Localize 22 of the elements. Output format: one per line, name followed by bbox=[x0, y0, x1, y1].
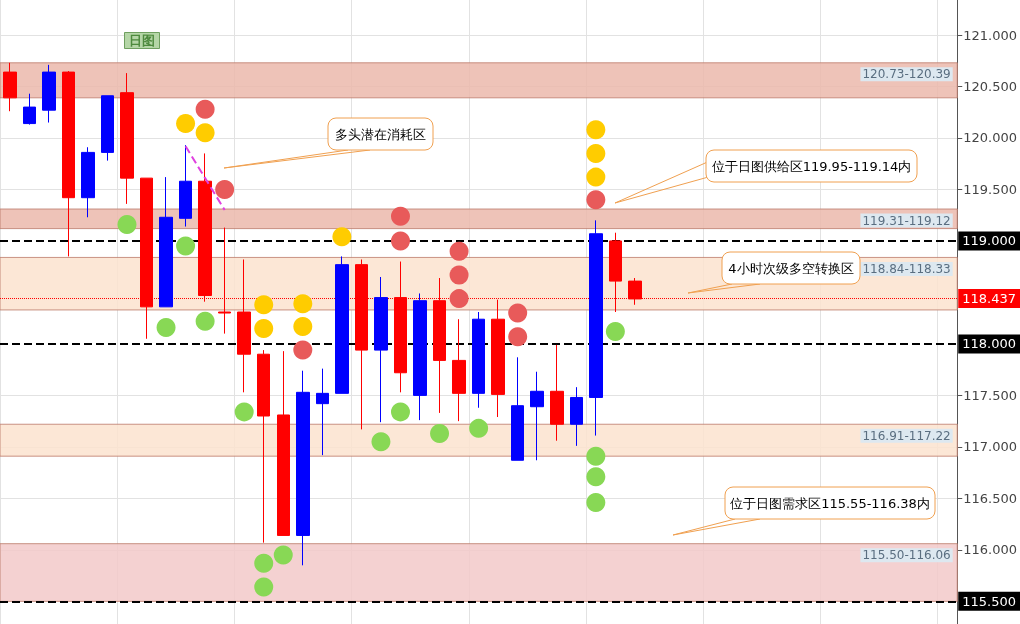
y-tick-label: 120.000 bbox=[963, 130, 1018, 146]
band-label: 115.50-116.06 bbox=[862, 548, 951, 563]
band-label: 120.73-120.39 bbox=[862, 67, 951, 82]
band-label: 119.31-119.12 bbox=[862, 213, 951, 228]
y-tick-label: 117.000 bbox=[963, 439, 1018, 455]
annotation: 位于日图供给区119.95-119.14内 bbox=[711, 158, 912, 174]
band-label: 116.91-117.22 bbox=[862, 428, 951, 443]
ref-line-label: 119.000 bbox=[962, 233, 1017, 249]
y-tick-label: 116.500 bbox=[963, 490, 1018, 506]
annotation: 位于日图需求区115.55-116.38内 bbox=[730, 495, 930, 511]
ref-line-label: 118.000 bbox=[962, 336, 1017, 352]
y-tick-label: 121.000 bbox=[963, 27, 1018, 43]
y-tick-label: 120.500 bbox=[963, 79, 1018, 94]
y-tick-label: 116.000 bbox=[963, 542, 1018, 558]
ref-line-label: 118.437 bbox=[962, 291, 1017, 307]
annotation: 多头潜在消耗区 bbox=[335, 126, 426, 142]
ref-line-label: 115.500 bbox=[962, 593, 1017, 609]
band-label: 118.84-118.33 bbox=[862, 261, 951, 276]
y-tick-label: 119.500 bbox=[963, 181, 1018, 197]
annotation: 4小时次级多空转换区 bbox=[728, 260, 854, 276]
text: 日图 bbox=[129, 33, 155, 48]
y-tick-label: 117.500 bbox=[963, 387, 1018, 403]
